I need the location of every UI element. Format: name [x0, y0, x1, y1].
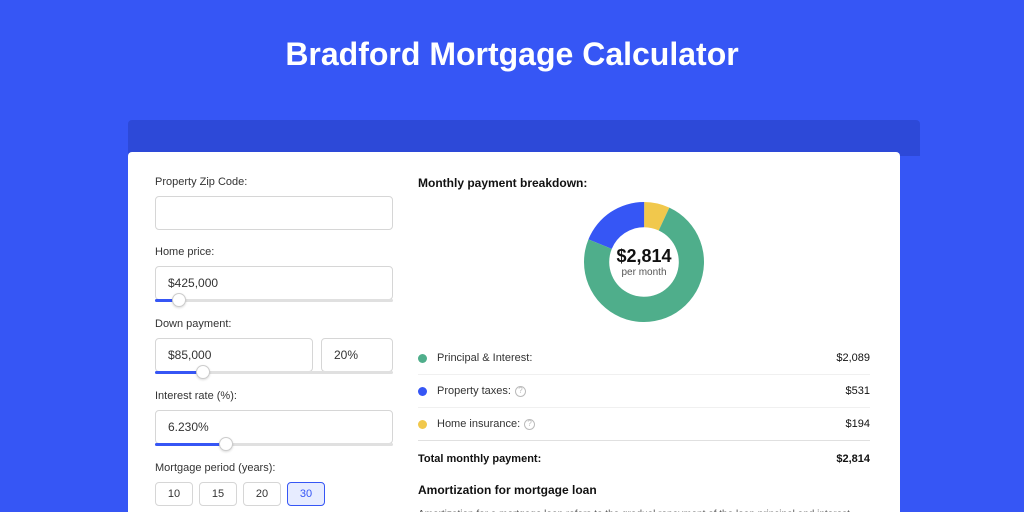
legend-label: Principal & Interest: — [437, 352, 836, 364]
legend-label: Home insurance:? — [437, 418, 846, 430]
legend-label-text: Home insurance: — [437, 418, 520, 430]
home-price-field-group: Home price: $425,000 — [155, 246, 418, 302]
legend: Principal & Interest: $2,089 Property taxe… — [418, 342, 870, 441]
interest-rate-slider-thumb[interactable] — [219, 437, 233, 451]
down-payment-slider-thumb[interactable] — [196, 365, 210, 379]
help-icon[interactable]: ? — [515, 386, 526, 397]
legend-label-text: Principal & Interest: — [437, 352, 532, 364]
total-value: $2,814 — [836, 453, 870, 465]
home-price-label: Home price: — [155, 246, 418, 258]
interest-rate-label: Interest rate (%): — [155, 390, 418, 402]
period-option-20[interactable]: 20 — [243, 482, 281, 506]
home-price-slider[interactable] — [155, 299, 393, 302]
page-title: Bradford Mortgage Calculator — [0, 0, 1024, 73]
total-row: Total monthly payment: $2,814 — [418, 441, 870, 483]
legend-value: $194 — [846, 418, 870, 430]
down-payment-label: Down payment: — [155, 318, 418, 330]
donut-amount: $2,814 — [616, 246, 671, 267]
donut-center: $2,814 per month — [616, 246, 671, 278]
zip-input[interactable] — [155, 196, 393, 230]
down-payment-amount-input[interactable]: $85,000 — [155, 338, 313, 372]
legend-label: Property taxes:? — [437, 385, 846, 397]
zip-label: Property Zip Code: — [155, 176, 418, 188]
amortization-text: Amortization for a mortgage loan refers … — [418, 507, 870, 512]
legend-dot-icon — [418, 420, 427, 429]
interest-rate-slider[interactable] — [155, 443, 393, 446]
breakdown-column: Monthly payment breakdown: $2,814 per mo… — [418, 152, 900, 512]
period-option-10[interactable]: 10 — [155, 482, 193, 506]
donut-chart-wrap: $2,814 per month — [418, 202, 870, 322]
period-option-15[interactable]: 15 — [199, 482, 237, 506]
period-field-group: Mortgage period (years): 10152030 — [155, 462, 418, 506]
donut-sub: per month — [616, 267, 671, 278]
home-price-input[interactable]: $425,000 — [155, 266, 393, 300]
down-payment-percent-input[interactable]: 20% — [321, 338, 393, 372]
down-payment-slider[interactable] — [155, 371, 393, 374]
legend-row-2: Home insurance:?$194 — [418, 408, 870, 441]
legend-row-0: Principal & Interest: $2,089 — [418, 342, 870, 375]
period-options: 10152030 — [155, 482, 418, 506]
interest-rate-slider-fill — [155, 443, 226, 446]
down-payment-field-group: Down payment: $85,000 20% — [155, 318, 418, 374]
page-background: Bradford Mortgage Calculator Property Zi… — [0, 0, 1024, 512]
legend-value: $2,089 — [836, 352, 870, 364]
panel-shadow — [128, 120, 920, 156]
help-icon[interactable]: ? — [524, 419, 535, 430]
breakdown-title: Monthly payment breakdown: — [418, 176, 870, 190]
interest-rate-input[interactable]: 6.230% — [155, 410, 393, 444]
legend-value: $531 — [846, 385, 870, 397]
amortization-title: Amortization for mortgage loan — [418, 483, 870, 497]
home-price-slider-thumb[interactable] — [172, 293, 186, 307]
legend-row-1: Property taxes:?$531 — [418, 375, 870, 408]
total-label: Total monthly payment: — [418, 453, 836, 465]
legend-dot-icon — [418, 387, 427, 396]
legend-dot-icon — [418, 354, 427, 363]
legend-label-text: Property taxes: — [437, 385, 511, 397]
interest-rate-field-group: Interest rate (%): 6.230% — [155, 390, 418, 446]
zip-field-group: Property Zip Code: — [155, 176, 418, 230]
period-label: Mortgage period (years): — [155, 462, 418, 474]
inputs-column: Property Zip Code: Home price: $425,000 … — [128, 152, 418, 512]
calculator-panel: Property Zip Code: Home price: $425,000 … — [128, 152, 900, 512]
period-option-30[interactable]: 30 — [287, 482, 325, 506]
